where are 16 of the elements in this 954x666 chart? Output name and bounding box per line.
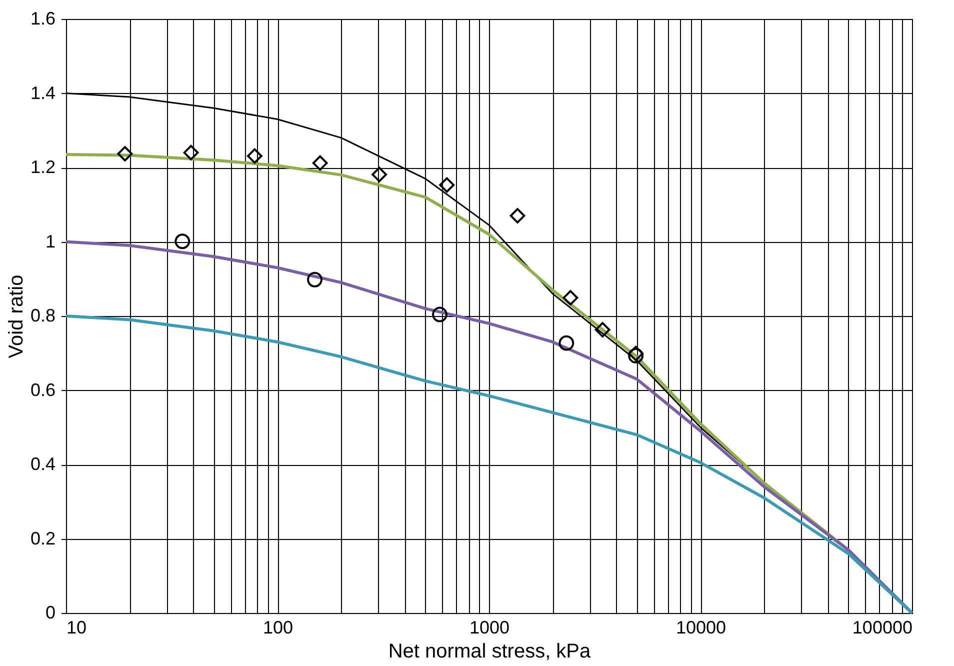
y-tick-label: 0 <box>45 602 56 622</box>
y-tick-label: 0.2 <box>30 528 56 548</box>
y-tick-label: 0.4 <box>30 454 56 474</box>
y-tick-label: 1 <box>45 231 56 252</box>
x-tick-label: 10000 <box>676 618 726 638</box>
x-tick-label: 100 <box>262 618 294 638</box>
y-tick-label: 0.6 <box>30 380 56 400</box>
y-tick-label: 0.8 <box>30 306 56 326</box>
y-tick-label: 1.4 <box>30 82 56 103</box>
x-tick-label: 100000 <box>852 618 912 638</box>
y-tick-label: 1.2 <box>30 157 56 177</box>
x-axis-title: Net normal stress, kPa <box>388 640 592 662</box>
y-axis-title: Void ratio <box>5 274 28 358</box>
y-tick-label: 1.6 <box>30 8 56 28</box>
x-tick-label: 10 <box>66 618 87 638</box>
x-tick-label: 1000 <box>469 618 510 638</box>
